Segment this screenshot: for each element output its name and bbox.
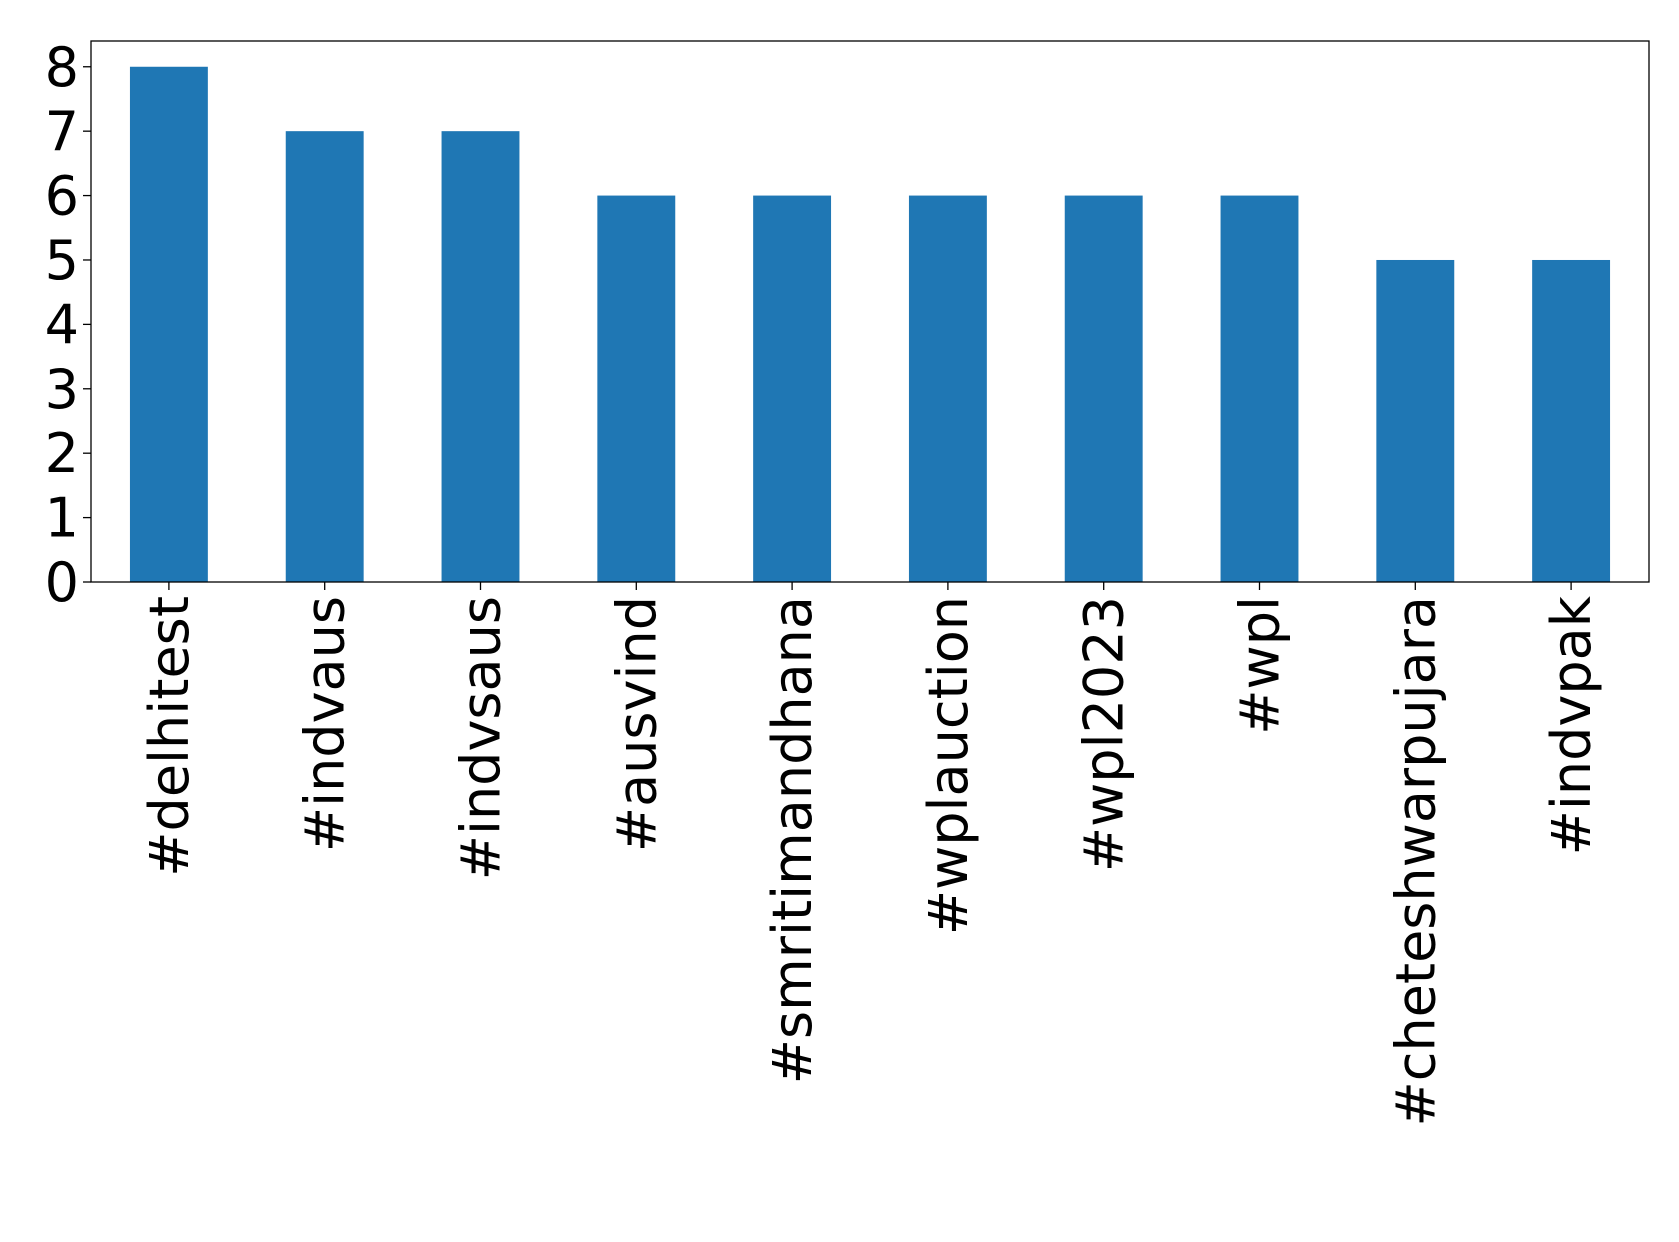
plot-frame xyxy=(90,40,1650,583)
x-tick-label: #indvaus xyxy=(294,596,357,852)
bar xyxy=(908,195,987,583)
y-tick-label: 5 xyxy=(45,229,79,292)
x-tick-label: #wplauction xyxy=(917,596,980,935)
bar xyxy=(441,131,520,582)
bar xyxy=(285,131,364,582)
y-tick-label: 1 xyxy=(45,487,79,550)
y-tick-label: 7 xyxy=(45,100,79,163)
bar xyxy=(1532,259,1611,582)
x-tick-label: #cheteshwarpujara xyxy=(1384,596,1447,1126)
x-tick-label: #indvpak xyxy=(1540,595,1603,855)
y-tick-label: 4 xyxy=(45,293,79,356)
y-tick-label: 2 xyxy=(45,422,79,485)
x-tick-label: #ausvind xyxy=(605,596,668,852)
bar xyxy=(129,66,208,582)
bar xyxy=(753,195,832,583)
x-tick-label: #indvsaus xyxy=(450,596,513,880)
y-tick-label: 8 xyxy=(45,36,79,99)
bar xyxy=(1376,259,1455,582)
bar xyxy=(1220,195,1299,583)
y-tick-label: 6 xyxy=(45,165,79,228)
y-tick-label: 0 xyxy=(45,551,79,614)
x-tick-label: #wpl xyxy=(1229,596,1292,735)
bar xyxy=(1064,195,1143,583)
x-tick-label: #delhitest xyxy=(138,596,201,877)
x-tick-label: #wpl2023 xyxy=(1073,596,1136,872)
x-tick-label: #smritimandhana xyxy=(761,596,824,1084)
bar xyxy=(597,195,676,583)
y-tick-label: 3 xyxy=(45,358,79,421)
